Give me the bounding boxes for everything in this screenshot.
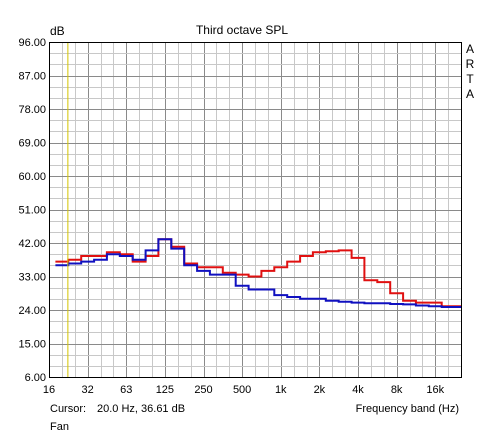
cursor-label: Cursor:	[50, 403, 87, 415]
x-tick-label: 125	[156, 384, 174, 396]
x-tick-label: 2k	[314, 384, 326, 396]
y-tick-labels: 96.00 87.00 78.00 69.00 60.00 51.00 42.00 33.00…	[18, 37, 46, 384]
y-tick-label: 96.00	[18, 37, 46, 49]
x-axis-label: Frequency band (Hz)	[355, 403, 459, 415]
x-tick-label: 16	[43, 384, 55, 396]
x-tick-label: 500	[233, 384, 251, 396]
x-tick-label: 16k	[426, 384, 444, 396]
chart-title: Third octave SPL	[195, 23, 289, 37]
y-tick-label: 24.00	[18, 305, 46, 317]
x-tick-label: 32	[82, 384, 94, 396]
y-tick-label: 78.00	[18, 104, 46, 116]
x-tick-label: 250	[194, 384, 212, 396]
y-tick-label: 15.00	[18, 339, 46, 351]
series-lines	[55, 238, 461, 308]
series-line-2	[55, 238, 461, 308]
grid-lines	[49, 42, 462, 378]
brand-label: ARTA	[465, 42, 475, 101]
x-tick-label: 1k	[275, 384, 287, 396]
y-tick-label: 33.00	[18, 272, 46, 284]
y-tick-label: 60.00	[18, 171, 46, 183]
x-tick-label: 8k	[391, 384, 403, 396]
y-tick-label: 51.00	[18, 205, 46, 217]
y-axis-label: dB	[50, 24, 65, 38]
y-tick-label: 42.00	[18, 238, 46, 250]
y-tick-label: 87.00	[18, 71, 46, 83]
x-tick-label: 4k	[352, 384, 364, 396]
series-line-1	[55, 238, 461, 308]
y-tick-label: 69.00	[18, 138, 46, 150]
y-tick-label: 6.00	[25, 372, 46, 384]
x-tick-label: 63	[120, 384, 132, 396]
x-tick-labels: 16 32 63 125 250 500 1k 2k 4k 8k 16k	[43, 384, 445, 396]
cursor-value: 20.0 Hz, 36.61 dB	[97, 403, 186, 415]
plot-frame	[49, 42, 462, 378]
series-name-label: Fan	[50, 421, 69, 433]
